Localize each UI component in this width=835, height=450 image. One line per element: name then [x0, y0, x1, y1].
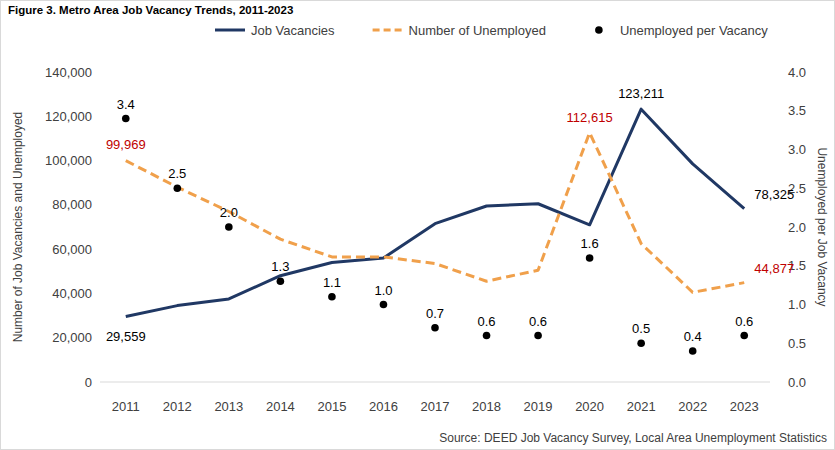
data-label: 29,559 [106, 329, 146, 344]
x-tick-label: 2020 [575, 399, 604, 414]
chart-frame [1, 1, 835, 450]
data-label: 1.6 [581, 236, 599, 251]
y-tick-label: 120,000 [45, 109, 92, 124]
scatter-point [225, 223, 233, 231]
y-tick [97, 204, 100, 205]
marks [122, 109, 748, 355]
y2-tick-label: 0.0 [788, 375, 806, 390]
x-tick-label: 2012 [163, 399, 192, 414]
x-tick-label: 2021 [627, 399, 656, 414]
y-tick-label: 80,000 [52, 197, 92, 212]
x-tick-label: 2017 [421, 399, 450, 414]
y2-tick [770, 227, 773, 228]
data-label: 44,877 [754, 261, 794, 276]
data-label: 0.7 [426, 306, 444, 321]
series-line [126, 109, 744, 316]
y-tick-label: 60,000 [52, 242, 92, 257]
y2-tick-label: 3.5 [788, 103, 806, 118]
scatter-point [431, 324, 439, 332]
legend-key [373, 29, 403, 32]
chart-container: Figure 3. Metro Area Job Vacancy Trends,… [0, 0, 835, 450]
x-tick-label: 2011 [112, 399, 140, 414]
y2-tick [770, 304, 773, 305]
y-tick [97, 382, 100, 383]
y2-tick-label: 4.0 [788, 65, 806, 80]
data-label: 0.6 [735, 314, 753, 329]
scatter-point [637, 339, 645, 347]
y-tick-label: 20,000 [52, 330, 92, 345]
y-axis-title: Number of Job Vacancies and Unemployed [11, 112, 25, 343]
y-tick-label: 100,000 [45, 153, 92, 168]
scatter-point [122, 115, 130, 123]
y2-tick [770, 72, 773, 73]
data-label: 0.5 [632, 321, 650, 336]
data-label: 1.0 [374, 283, 392, 298]
scatter-point [534, 332, 542, 340]
y2-tick [770, 343, 773, 344]
y2-tick-label: 2.0 [788, 220, 806, 235]
y2-tick-label: 3.0 [788, 142, 806, 157]
data-label: 112,615 [567, 110, 613, 125]
x-tick-label: 2019 [524, 399, 553, 414]
title: Figure 3. Metro Area Job Vacancy Trends,… [8, 4, 293, 16]
x-tick-label: 2023 [730, 399, 759, 414]
legend: Job Vacancies Number of Unemployed Unemplo… [215, 23, 768, 38]
data-label: 78,325 [754, 187, 794, 202]
data-label: 3.4 [117, 97, 135, 112]
scatter-point [277, 277, 285, 285]
y-tick-label: 0 [85, 375, 92, 390]
scatter-point [174, 184, 182, 192]
scatter-point [380, 301, 388, 309]
data-label: 123,211 [618, 86, 664, 101]
legend-label: Number of Unemployed [409, 23, 546, 38]
x-tick-label: 2013 [214, 399, 243, 414]
chart-svg: Figure 3. Metro Area Job Vacancy Trends,… [0, 0, 835, 450]
y-tick [97, 160, 100, 161]
scatter-point [586, 254, 594, 262]
x-axis-line [100, 382, 770, 383]
y-tick [97, 337, 100, 338]
x-tick-label: 2016 [369, 399, 398, 414]
series-line [126, 133, 744, 293]
y2-tick [770, 149, 773, 150]
scatter-point [689, 347, 697, 355]
y2-tick [770, 110, 773, 111]
x-tick-label: 2014 [266, 399, 295, 414]
data-label: 2.5 [168, 166, 186, 181]
y-tick [97, 116, 100, 117]
legend-label: Unemployed per Vacancy [620, 23, 768, 38]
y2-tick-label: 0.5 [788, 336, 806, 351]
legend-label: Job Vacancies [251, 23, 335, 38]
scatter-point [328, 293, 336, 301]
y-tick [97, 249, 100, 250]
data-label: 0.4 [684, 329, 702, 344]
legend-key [595, 26, 603, 34]
scatter-point [740, 332, 748, 340]
data-label: 0.6 [477, 314, 495, 329]
data-labels: 29,559 123,211 78,325 99,969 112,615 44,877 3.… [106, 86, 794, 344]
y-tick [97, 293, 100, 294]
source-note: Source: DEED Job Vacancy Survey, Local A… [439, 431, 827, 445]
y-tick-label: 40,000 [52, 286, 92, 301]
scatter-point [483, 332, 491, 340]
data-label: 0.6 [529, 314, 547, 329]
legend-key [215, 29, 245, 32]
y-tick [97, 72, 100, 73]
y2-tick-label: 1.0 [788, 297, 806, 312]
y-tick-label: 140,000 [45, 65, 92, 80]
y2-axis-title: Unemployed per Job Vacancy [815, 147, 829, 306]
x-tick-label: 2015 [317, 399, 346, 414]
data-label: 1.3 [271, 259, 289, 274]
data-label: 99,969 [106, 137, 146, 152]
x-tick-label: 2022 [678, 399, 707, 414]
y2-tick [770, 382, 773, 383]
x-tick-label: 2018 [472, 399, 501, 414]
data-label: 2.0 [220, 205, 238, 220]
data-label: 1.1 [323, 275, 341, 290]
